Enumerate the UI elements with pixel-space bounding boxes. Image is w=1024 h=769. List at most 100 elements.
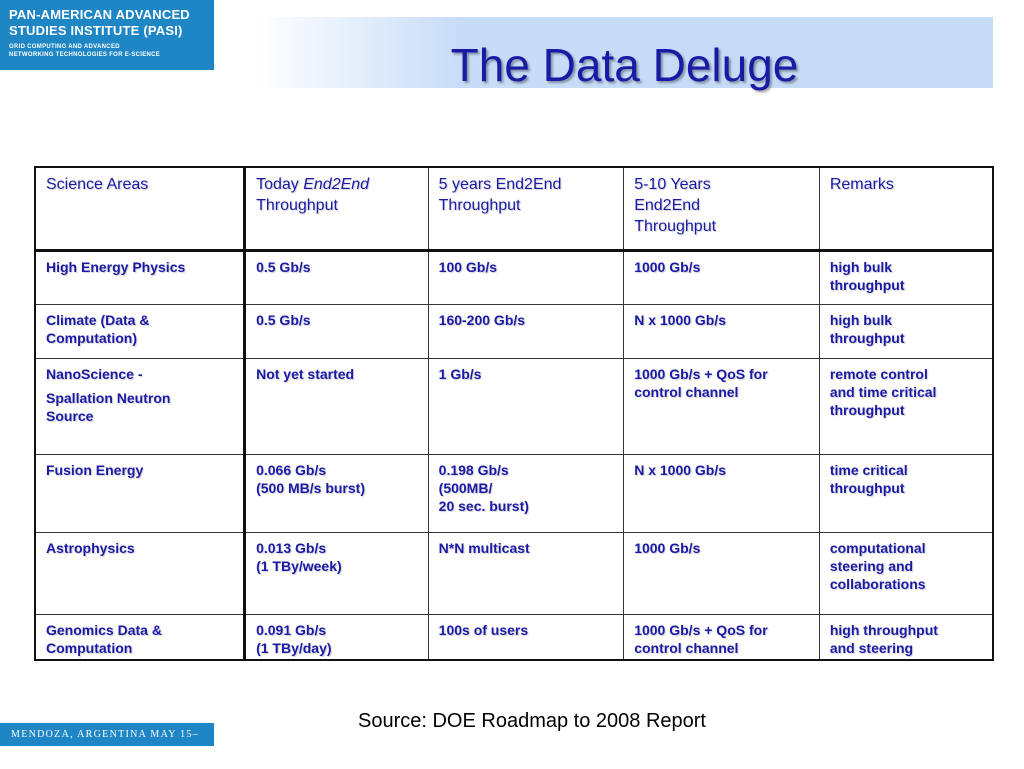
table-cell: 0.066 Gb/s (500 MB/s burst) [244,453,429,533]
cell-text: (1 TBy/week) [256,557,342,574]
logo-line-2: STUDIES INSTITUTE (PASI) [9,23,183,38]
cell-text: 0.066 Gb/s [256,461,327,478]
title-band: The Data Deluge [256,17,993,91]
cell-text: high bulk [829,258,893,275]
cell-text: computational [829,539,926,556]
table-cell: 0.5 Gb/s [244,249,429,305]
cell-text: 1000 Gb/s + QoS for [634,365,768,382]
cell-text: 1 Gb/s [438,365,482,382]
table-cell: computational steering and collaboration… [818,531,994,615]
header-today-throughput: Today End2End Throughput [244,166,429,251]
table-cell: 0.013 Gb/s (1 TBy/week) [244,531,429,615]
table-cell: 160-200 Gb/s [427,303,625,359]
cell-text: Spallation Neutron [46,389,171,406]
table-cell: remote control and time critical through… [818,357,994,455]
table-cell: 1000 Gb/s [623,531,820,615]
cell-text: 1000 Gb/s [634,539,701,556]
table-cell: N x 1000 Gb/s [623,303,820,359]
slide-title: The Data Deluge [450,39,799,91]
table-cell: N*N multicast [427,531,625,615]
cell-text: 0.5 Gb/s [256,311,311,328]
logo-acronym: PASI [147,23,179,38]
cell-text: NanoScience - [46,365,143,382]
table-row: NanoScience - Spallation Neutron Source … [34,357,994,455]
cell-text: high throughput [829,621,938,638]
table-cell: high bulk throughput [818,249,994,305]
cell-text: collaborations [829,575,926,592]
header-text: Throughput [438,197,521,214]
table-cell: high bulk throughput [818,303,994,359]
header-text: Science Areas [46,176,149,193]
cell-text: throughput [829,276,905,293]
cell-text: 1000 Gb/s + QoS for [634,621,768,638]
table-cell: time critical throughput [818,453,994,533]
cell-text: High Energy Physics [46,258,186,275]
cell-text: Fusion Energy [46,461,144,478]
cell-text: Computation [46,639,133,656]
table-cell: 1000 Gb/s [623,249,820,305]
cell-text: Not yet started [256,365,355,382]
table-cell: 1 Gb/s [427,357,625,455]
header-text: End2End [634,197,701,214]
cell-text: N*N multicast [438,539,530,556]
cell-text: N x 1000 Gb/s [634,461,727,478]
table-cell: Not yet started [244,357,429,455]
cell-text: control channel [634,639,739,656]
cell-text: (1 TBy/day) [256,639,332,656]
table-cell: 1000 Gb/s + QoS for control channel [623,613,820,661]
header-5-year-throughput: 5 years End2End Throughput [427,166,625,251]
cell-text: 20 sec. burst) [438,497,529,514]
cell-text: throughput [829,479,905,496]
table-row: Fusion Energy 0.066 Gb/s (500 MB/s burst… [34,453,994,533]
cell-text: time critical [829,461,908,478]
table-cell: high throughput and steering [818,613,994,661]
table-cell: N x 1000 Gb/s [623,453,820,533]
cell-text: Astrophysics [46,539,135,556]
header-text: 5-10 Years [634,176,711,193]
logo-line-3: GRID COMPUTING AND ADVANCED [9,44,120,50]
cell-text: throughput [829,329,905,346]
header-remarks: Remarks [818,166,994,251]
cell-text: 0.198 Gb/s [438,461,509,478]
table-cell: NanoScience - Spallation Neutron Source [34,357,247,455]
table-cell: 0.091 Gb/s (1 TBy/day) [244,613,429,661]
table-row: Climate (Data & Computation) 0.5 Gb/s 16… [34,303,994,359]
header-science-areas: Science Areas [34,166,247,251]
cell-text: (500MB/ [438,479,493,496]
header-text: Today End2End [256,176,370,193]
cell-text: N x 1000 Gb/s [634,311,727,328]
logo-line-4: NETWORKING TECHNOLOGIES FOR E-SCIENCE [9,52,161,58]
table-cell: Fusion Energy [34,453,247,533]
cell-text: 0.5 Gb/s [256,258,311,275]
table-row: Genomics Data & Computation 0.091 Gb/s (… [34,613,994,661]
cell-text: Computation) [46,329,137,346]
table-row: High Energy Physics 0.5 Gb/s 100 Gb/s 10… [34,249,994,305]
header-text: 5 years End2End [438,176,562,193]
cell-text: 0.013 Gb/s [256,539,327,556]
cell-text: 100 Gb/s [438,258,498,275]
table-cell: 100s of users [427,613,625,661]
cell-text: and steering [829,639,914,656]
cell-text: Genomics Data & [46,621,162,638]
header-5-10-year-throughput: 5-10 Years End2End Throughput [623,166,820,251]
logo-line-1: PAN-AMERICAN ADVANCED [9,7,190,22]
header-emphasis: End2End [303,176,370,193]
table-cell: 0.5 Gb/s [244,303,429,359]
source-caption: Source: DOE Roadmap to 2008 Report [358,710,706,732]
table-cell: Climate (Data & Computation) [34,303,247,359]
table-cell: 100 Gb/s [427,249,625,305]
cell-text: control channel [634,383,739,400]
header-text: Remarks [829,176,894,193]
cell-text: and time critical [829,383,937,400]
footer-band: MENDOZA, ARGENTINA MAY 15–21, 2005 [0,723,214,763]
cell-text: 160-200 Gb/s [438,311,526,328]
table-header-row: Science Areas Today End2End Throughput 5… [34,166,994,251]
cell-text: 100s of users [438,621,529,638]
cell-text: remote control [829,365,928,382]
cell-text: steering and [829,557,914,574]
table-row: Astrophysics 0.013 Gb/s (1 TBy/week) N*N… [34,531,994,615]
header-text: Throughput [256,197,338,214]
cell-text: Climate (Data & [46,311,150,328]
table-cell: 1000 Gb/s + QoS for control channel [623,357,820,455]
header-text: Throughput [634,218,717,235]
